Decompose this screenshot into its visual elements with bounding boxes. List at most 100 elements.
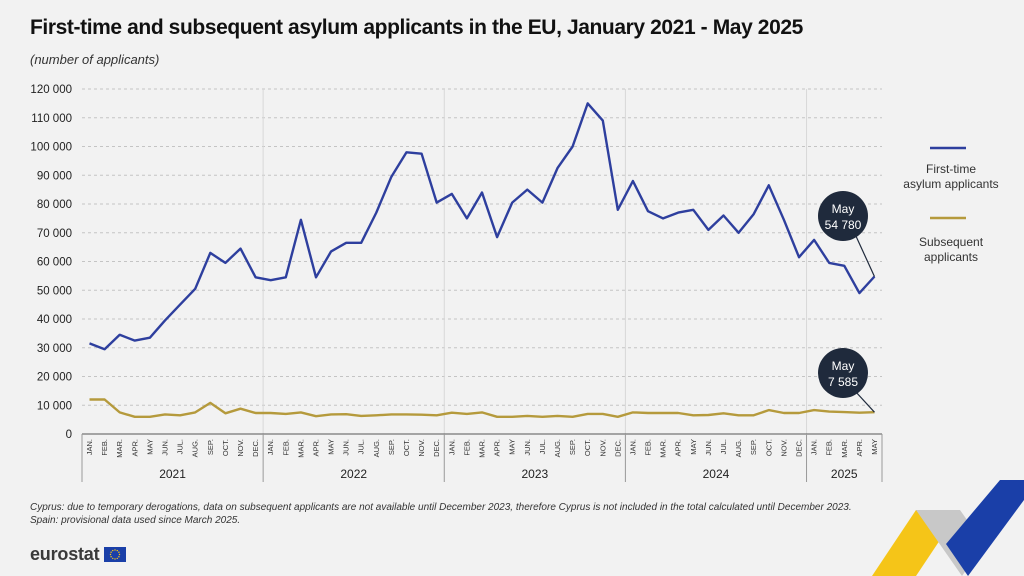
axis-layer: 0 10 000 20 000 30 000 40 000 50 000 60 000 70 … bbox=[30, 84, 883, 482]
y-tick-label: 0 bbox=[66, 429, 72, 441]
month-tick-label: DEC. bbox=[251, 439, 260, 457]
y-tick-label: 110 000 bbox=[31, 113, 72, 125]
month-tick-label: JUL. bbox=[357, 439, 366, 454]
month-tick-label: MAY bbox=[508, 439, 517, 455]
flag-star bbox=[114, 549, 117, 551]
callout-month: May bbox=[832, 202, 855, 216]
month-tick-label: JUL. bbox=[176, 439, 185, 454]
month-tick-label: MAY bbox=[689, 439, 698, 455]
line-chart: 0 10 000 20 000 30 000 40 000 50 000 60 000 70 … bbox=[30, 84, 966, 482]
chart-title: First-time and subsequent asylum applica… bbox=[30, 16, 803, 39]
flag-star bbox=[118, 556, 121, 558]
callout-pointer bbox=[854, 233, 875, 277]
month-tick-label: AUG. bbox=[191, 439, 200, 457]
y-tick-label: 90 000 bbox=[37, 170, 72, 182]
month-tick-label: JUN. bbox=[523, 439, 532, 456]
series-line-first-time bbox=[89, 102, 876, 351]
legend-layer bbox=[930, 146, 966, 220]
month-tick-label: SEP. bbox=[206, 439, 215, 455]
month-tick-label: MAR. bbox=[659, 439, 668, 458]
month-tick-label: MAR. bbox=[115, 439, 124, 458]
callout-value: 7 585 bbox=[828, 375, 858, 389]
month-tick-label: JAN. bbox=[85, 439, 94, 455]
month-tick-label: FEB. bbox=[825, 439, 834, 456]
month-tick-label: JAN. bbox=[266, 439, 275, 455]
footnote-cyprus: Cyprus: due to temporary derogations, da… bbox=[30, 502, 852, 513]
flag-star bbox=[118, 551, 121, 553]
month-tick-label: JAN. bbox=[810, 439, 819, 455]
year-label: 2022 bbox=[340, 467, 367, 481]
month-tick-label: NOV. bbox=[779, 439, 788, 457]
callout-layer: May 54 780 May 7 585 bbox=[818, 191, 875, 413]
month-tick-label: MAY bbox=[870, 439, 879, 455]
month-tick-label: AUG. bbox=[372, 439, 381, 457]
month-tick-label: OCT. bbox=[583, 439, 592, 456]
month-tick-label: JUN. bbox=[161, 439, 170, 456]
flag-star bbox=[116, 549, 119, 552]
chart-subtitle: (number of applicants) bbox=[30, 52, 160, 67]
year-label: 2021 bbox=[159, 467, 186, 481]
callout-pointer bbox=[854, 390, 875, 413]
month-tick-label: APR. bbox=[130, 439, 139, 457]
eurostat-logo: eurostat bbox=[30, 544, 127, 565]
month-tick-label: SEP. bbox=[749, 439, 758, 455]
flag-star bbox=[110, 556, 113, 558]
y-tick-label: 120 000 bbox=[30, 84, 72, 96]
month-tick-label: OCT. bbox=[221, 439, 230, 456]
month-tick-label: APR. bbox=[311, 439, 320, 457]
series-layer bbox=[89, 102, 876, 418]
y-tick-label: 20 000 bbox=[37, 372, 72, 384]
month-tick-label: AUG. bbox=[553, 439, 562, 457]
y-tick-label: 50 000 bbox=[37, 285, 72, 297]
month-tick-label: NOV. bbox=[417, 439, 426, 457]
month-tick-label: JUL. bbox=[538, 439, 547, 454]
month-tick-label: JUN. bbox=[342, 439, 351, 456]
flag-star bbox=[112, 549, 114, 552]
month-tick-label: APR. bbox=[493, 439, 502, 457]
month-tick-label: FEB. bbox=[281, 439, 290, 456]
month-tick-label: JUL. bbox=[719, 439, 728, 454]
flag-star bbox=[116, 557, 119, 560]
month-tick-label: FEB. bbox=[644, 439, 653, 456]
month-tick-label: JAN. bbox=[628, 439, 637, 455]
flag-star bbox=[110, 553, 112, 556]
month-tick-label: APR. bbox=[855, 439, 864, 457]
legend-label-first-time: First-time asylum applicants bbox=[903, 162, 999, 191]
flag-star bbox=[112, 557, 114, 560]
y-tick-label: 100 000 bbox=[30, 142, 72, 154]
callout-bubble bbox=[818, 191, 868, 241]
month-tick-label: AUG. bbox=[734, 439, 743, 457]
month-tick-label: DEC. bbox=[613, 439, 622, 457]
flag-star bbox=[114, 558, 117, 560]
month-tick-label: NOV. bbox=[598, 439, 607, 457]
eurostat-wordmark: eurostat bbox=[30, 544, 100, 564]
series-line-subsequent bbox=[89, 398, 875, 418]
month-tick-label: APR. bbox=[674, 439, 683, 457]
year-label: 2025 bbox=[831, 467, 858, 481]
y-tick-label: 10 000 bbox=[37, 400, 72, 412]
month-tick-label: MAY bbox=[145, 439, 154, 455]
month-tick-label: NOV. bbox=[236, 439, 245, 457]
month-tick-label: FEB. bbox=[462, 439, 471, 456]
month-tick-label: DEC. bbox=[794, 439, 803, 457]
callout-month: May bbox=[832, 359, 855, 373]
callout-value: 54 780 bbox=[825, 218, 862, 232]
month-tick-label: OCT. bbox=[764, 439, 773, 456]
month-tick-label: OCT. bbox=[402, 439, 411, 456]
month-tick-label: SEP. bbox=[568, 439, 577, 455]
footnote-spain: Spain: provisional data used since March… bbox=[30, 515, 241, 526]
y-tick-label: 30 000 bbox=[37, 343, 72, 355]
flag-star bbox=[110, 551, 113, 553]
month-tick-label: SEP. bbox=[387, 439, 396, 455]
month-tick-label: MAR. bbox=[296, 439, 305, 458]
grid-layer bbox=[82, 88, 882, 434]
y-tick-label: 70 000 bbox=[37, 228, 72, 240]
y-tick-label: 40 000 bbox=[37, 314, 72, 326]
year-label: 2023 bbox=[521, 467, 548, 481]
legend-label-subsequent: Subsequent applicants bbox=[918, 235, 984, 264]
year-label: 2024 bbox=[703, 467, 730, 481]
eu-flag-icon bbox=[104, 547, 127, 562]
flag-star bbox=[119, 553, 121, 556]
month-tick-label: MAR. bbox=[478, 439, 487, 458]
